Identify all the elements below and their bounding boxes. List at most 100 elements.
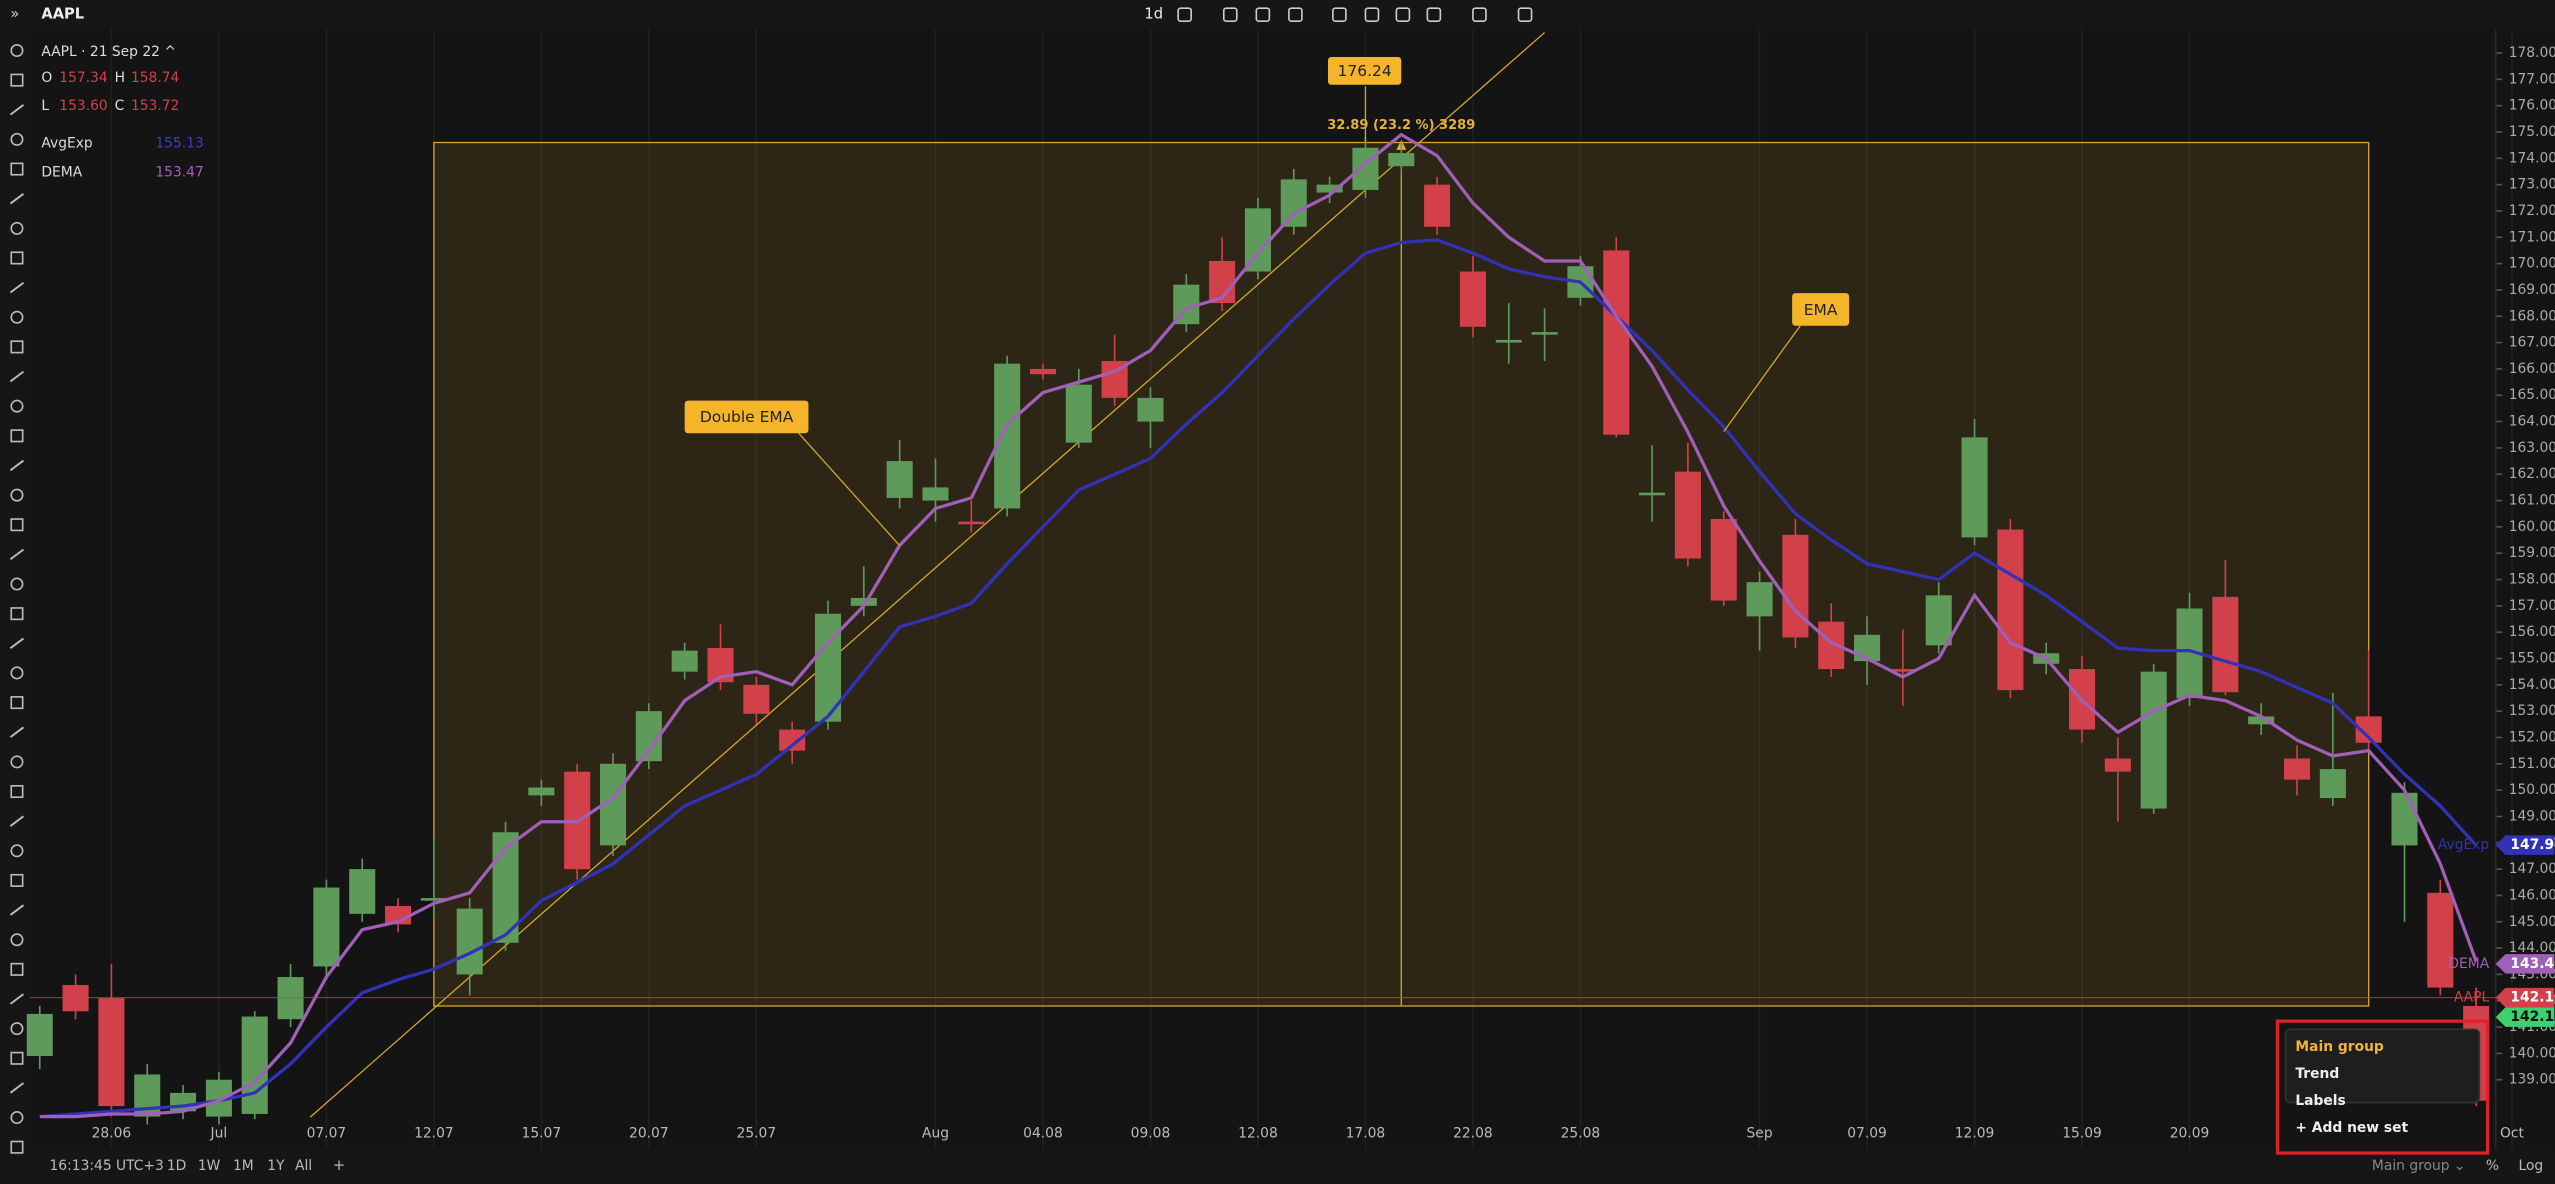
candle-body xyxy=(1459,271,1486,327)
tool-icon[interactable] xyxy=(10,755,24,769)
candle-body xyxy=(1531,332,1558,335)
x-tick-label: 07.07 xyxy=(307,1126,347,1142)
tool-icon[interactable] xyxy=(9,459,25,472)
y-tick-label: 151.00 xyxy=(2509,756,2555,772)
x-tick-label: Sep xyxy=(1747,1126,1773,1142)
tool-icon[interactable] xyxy=(10,518,24,532)
y-tick-label: 140.00 xyxy=(2509,1045,2555,1061)
toolbar-icon[interactable] xyxy=(1426,7,1442,22)
x-tick-label: 28.06 xyxy=(92,1126,132,1142)
range-button[interactable]: 1Y xyxy=(267,1158,285,1174)
tool-icon[interactable] xyxy=(10,844,24,858)
tool-icon[interactable] xyxy=(10,221,24,235)
menu-item[interactable]: Main group xyxy=(2295,1039,2384,1055)
y-tick-label: 176.00 xyxy=(2509,98,2555,114)
y-tick-label: 153.00 xyxy=(2509,703,2555,719)
tool-icon[interactable] xyxy=(10,132,24,146)
price-marker-label: 147.91 xyxy=(2510,837,2555,853)
candle-body xyxy=(886,461,913,498)
y-tick-label: 139.00 xyxy=(2509,1072,2555,1088)
tool-icon[interactable] xyxy=(10,399,24,413)
candle-body xyxy=(420,898,447,901)
group-select[interactable]: Main group ⌄ xyxy=(2372,1158,2466,1174)
symbol[interactable]: AAPL xyxy=(41,6,84,23)
menu-icon[interactable]: » xyxy=(10,6,19,23)
ohlc-key: H xyxy=(115,70,125,86)
toolbar-icon[interactable] xyxy=(1364,7,1380,22)
candle-body xyxy=(1603,250,1630,435)
tool-icon[interactable] xyxy=(10,73,24,87)
tool-icon[interactable] xyxy=(10,933,24,947)
tool-icon[interactable] xyxy=(9,370,25,383)
tool-icon[interactable] xyxy=(10,577,24,591)
toolbar-icon[interactable] xyxy=(1222,7,1238,22)
tool-icon[interactable] xyxy=(10,310,24,324)
toolbar-icon[interactable] xyxy=(1288,7,1303,22)
candle-body xyxy=(1316,184,1343,193)
tool-icon[interactable] xyxy=(9,1082,25,1094)
tool-icon[interactable] xyxy=(9,104,25,116)
tool-icon[interactable] xyxy=(10,962,24,976)
candle-body xyxy=(1674,471,1701,559)
tool-icon[interactable] xyxy=(10,488,24,502)
y-tick-label: 162.00 xyxy=(2509,466,2555,482)
tool-icon[interactable] xyxy=(10,162,24,176)
tool-icon[interactable] xyxy=(10,873,24,887)
tool-icon[interactable] xyxy=(9,993,25,1005)
candle-body xyxy=(277,977,304,1020)
range-button[interactable]: All xyxy=(295,1158,312,1174)
tool-icon[interactable] xyxy=(9,548,25,561)
y-tick-label: 163.00 xyxy=(2509,440,2555,456)
tool-icon[interactable] xyxy=(9,281,25,294)
x-tick-label: 17.08 xyxy=(1346,1126,1386,1142)
candle-body xyxy=(850,597,877,606)
range-button[interactable]: 1M xyxy=(233,1158,254,1174)
ohlc-key: C xyxy=(115,98,125,114)
candle-body xyxy=(779,729,806,751)
percent-toggle[interactable]: % xyxy=(2486,1158,2499,1174)
toolbar-icon[interactable] xyxy=(1332,7,1347,22)
tool-icon[interactable] xyxy=(10,1051,24,1065)
tool-icon[interactable] xyxy=(10,607,24,621)
tool-icon[interactable] xyxy=(9,193,25,205)
y-tick-label: 175.00 xyxy=(2509,124,2555,140)
menu-item[interactable]: Trend xyxy=(2295,1066,2339,1082)
tool-icon[interactable] xyxy=(9,726,25,738)
range-label: 32.89 (23.2 %) 3289 xyxy=(1327,118,1475,133)
tool-icon[interactable] xyxy=(10,251,24,265)
tool-icon[interactable] xyxy=(9,904,25,916)
bottom-bar xyxy=(0,1149,2555,1184)
toolbar-icon[interactable] xyxy=(1395,7,1411,22)
tool-icon[interactable] xyxy=(10,340,24,354)
add-range[interactable]: + xyxy=(333,1157,345,1174)
tool-icon[interactable] xyxy=(10,784,24,799)
candle-body xyxy=(1424,184,1451,227)
indicator-value: 153.47 xyxy=(155,165,203,181)
highlight xyxy=(2275,1019,2490,1155)
tool-icon[interactable] xyxy=(10,1140,24,1154)
x-tick-label: 20.09 xyxy=(2170,1126,2210,1142)
menu-item[interactable]: + Add new set xyxy=(2295,1120,2408,1136)
tool-icon[interactable] xyxy=(10,1111,24,1125)
range-button[interactable]: 1D xyxy=(167,1158,186,1174)
log-toggle[interactable]: Log xyxy=(2519,1158,2544,1174)
menu-item[interactable]: Labels xyxy=(2295,1093,2345,1109)
tool-icon[interactable] xyxy=(9,815,25,827)
tool-icon[interactable] xyxy=(10,696,24,710)
toolbar-icon[interactable] xyxy=(1472,7,1487,22)
tool-icon[interactable] xyxy=(9,637,25,649)
range-button[interactable]: 1W xyxy=(198,1158,221,1174)
y-tick-label: 170.00 xyxy=(2509,256,2555,272)
toolbar-icon[interactable] xyxy=(1177,7,1192,22)
candle-body xyxy=(958,521,985,525)
tool-icon[interactable] xyxy=(10,429,24,443)
toolbar-icon[interactable] xyxy=(1255,7,1271,22)
indicator-name: AvgExp xyxy=(41,135,93,151)
candle-body xyxy=(456,908,483,975)
tool-icon[interactable] xyxy=(10,1022,24,1036)
left-toolbar xyxy=(0,29,32,1154)
tool-icon[interactable] xyxy=(10,666,24,680)
interval[interactable]: 1d xyxy=(1144,6,1163,23)
tool-icon[interactable] xyxy=(10,43,24,58)
toolbar-icon[interactable] xyxy=(1517,7,1533,22)
